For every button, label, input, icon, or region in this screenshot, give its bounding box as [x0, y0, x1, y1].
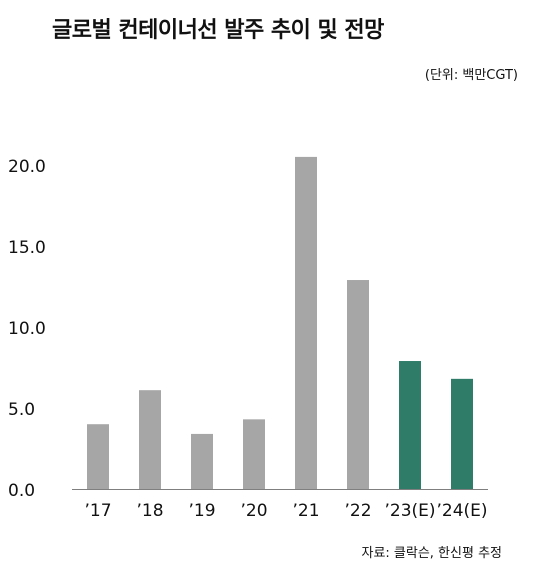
chart-title: 글로벌 컨테이너선 발주 추이 및 전망: [52, 18, 384, 43]
x-tick-label: ’17: [84, 501, 111, 521]
y-tick-label: 5.0: [8, 400, 35, 420]
bar-1: [87, 424, 109, 489]
x-tick-label: ’23(E): [384, 501, 435, 521]
y-tick-label: 0.0: [8, 481, 35, 501]
bar-3: [191, 433, 213, 489]
bar-6: [347, 280, 369, 489]
unit-label: (단위: 백만CGT): [424, 68, 518, 83]
x-tick-label: ’24(E): [436, 501, 487, 521]
x-tick-label: ’19: [188, 501, 215, 521]
x-tick-label: ’22: [344, 501, 371, 521]
bar-8: [451, 378, 473, 489]
bar-4: [243, 419, 265, 489]
x-axis-labels: ’17 ’18 ’19 ’20 ’21 ’22 ’23(E) ’24(E): [84, 501, 487, 521]
bar-7: [399, 361, 421, 489]
x-tick-label: ’20: [240, 501, 267, 521]
y-axis-ticks: 0.0 5.0 10.0 15.0 20.0: [8, 157, 46, 501]
bar-5: [295, 156, 317, 489]
source-note: 자료: 클락슨, 한신평 추정: [361, 546, 502, 561]
y-tick-label: 20.0: [8, 157, 46, 177]
bar-2: [139, 390, 161, 489]
bars: [87, 156, 473, 489]
x-tick-label: ’21: [292, 501, 319, 521]
y-tick-label: 10.0: [8, 319, 46, 339]
y-tick-label: 15.0: [8, 238, 46, 258]
x-tick-label: ’18: [136, 501, 163, 521]
